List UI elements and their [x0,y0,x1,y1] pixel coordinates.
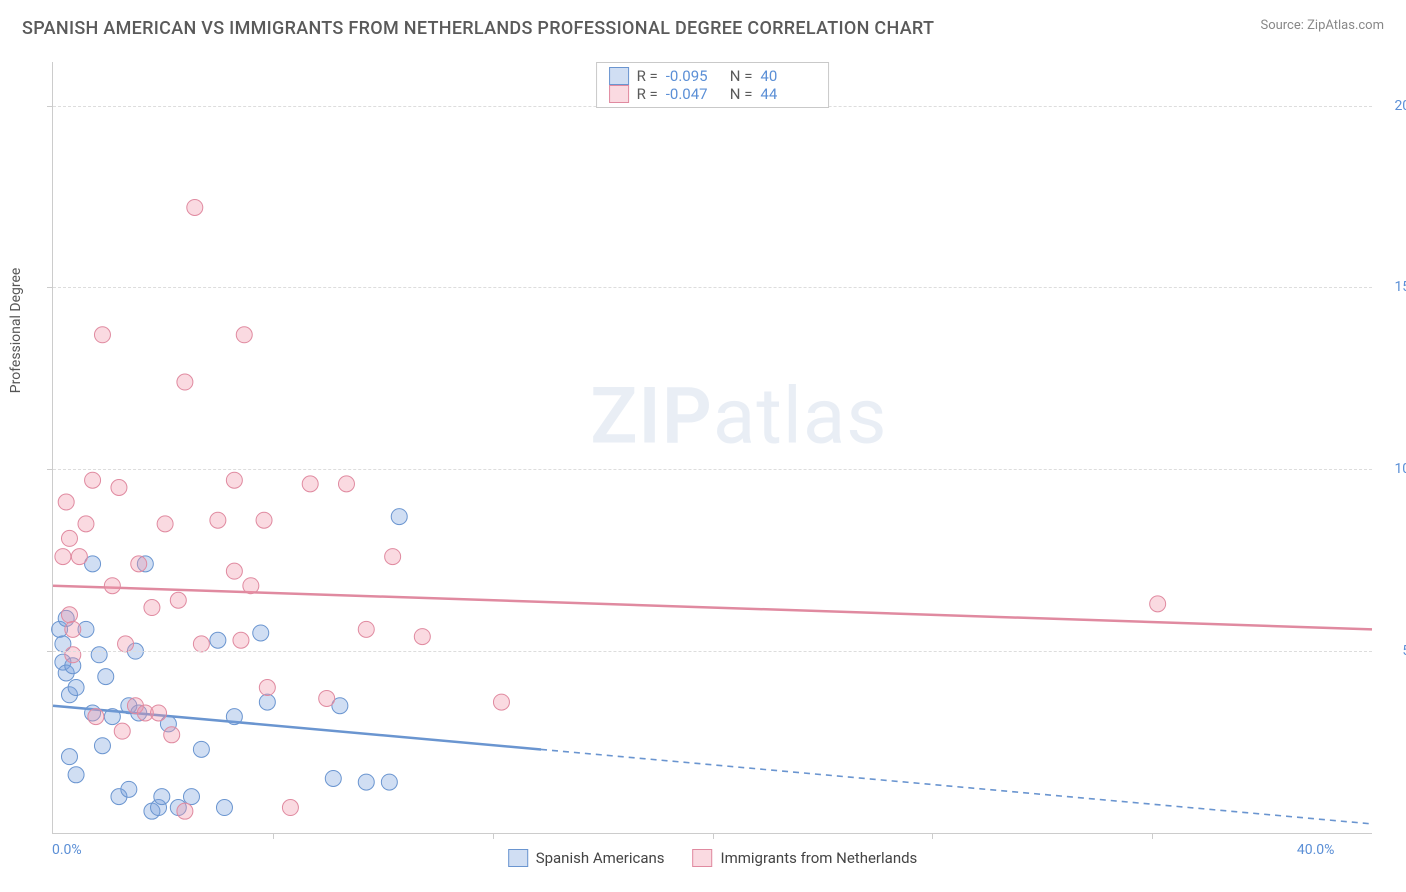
R-label: R = [637,85,658,103]
R-value-spanish: -0.095 [666,67,722,85]
R-value-netherlands: -0.047 [666,85,722,103]
chart-svg [53,62,1372,833]
y-axis-label: Professional Degree [8,268,24,394]
stats-row-netherlands: R = -0.047 N = 44 [609,85,817,103]
y-tick-label: 10.0% [1394,461,1406,477]
plot-area: ZIPatlas R = -0.095 N = 40 R = -0.047 N … [52,62,1372,834]
N-label: N = [730,85,753,103]
legend-item-spanish: Spanish Americans [508,849,665,867]
legend-item-netherlands: Immigrants from Netherlands [693,849,918,867]
x-tick-label: 40.0% [1297,842,1335,858]
legend-label-spanish: Spanish Americans [536,849,665,867]
swatch-spanish [508,849,528,867]
series-legend: Spanish Americans Immigrants from Nether… [508,849,918,867]
swatch-netherlands [693,849,713,867]
legend-label-netherlands: Immigrants from Netherlands [721,849,918,867]
swatch-spanish [609,67,629,85]
x-tick-label: 0.0% [52,842,82,858]
swatch-netherlands [609,85,629,103]
y-tick-label: 15.0% [1394,279,1406,295]
N-value-netherlands: 44 [760,85,816,103]
y-tick-label: 20.0% [1394,98,1406,114]
N-value-spanish: 40 [760,67,816,85]
R-label: R = [637,67,658,85]
source-label: Source: ZipAtlas.com [1260,18,1384,33]
stats-row-spanish: R = -0.095 N = 40 [609,67,817,85]
chart-title: SPANISH AMERICAN VS IMMIGRANTS FROM NETH… [22,18,934,39]
chart-container: Professional Degree ZIPatlas R = -0.095 … [46,62,1380,834]
y-tick-label: 5.0% [1402,643,1406,659]
stats-legend: R = -0.095 N = 40 R = -0.047 N = 44 [596,62,830,108]
N-label: N = [730,67,753,85]
